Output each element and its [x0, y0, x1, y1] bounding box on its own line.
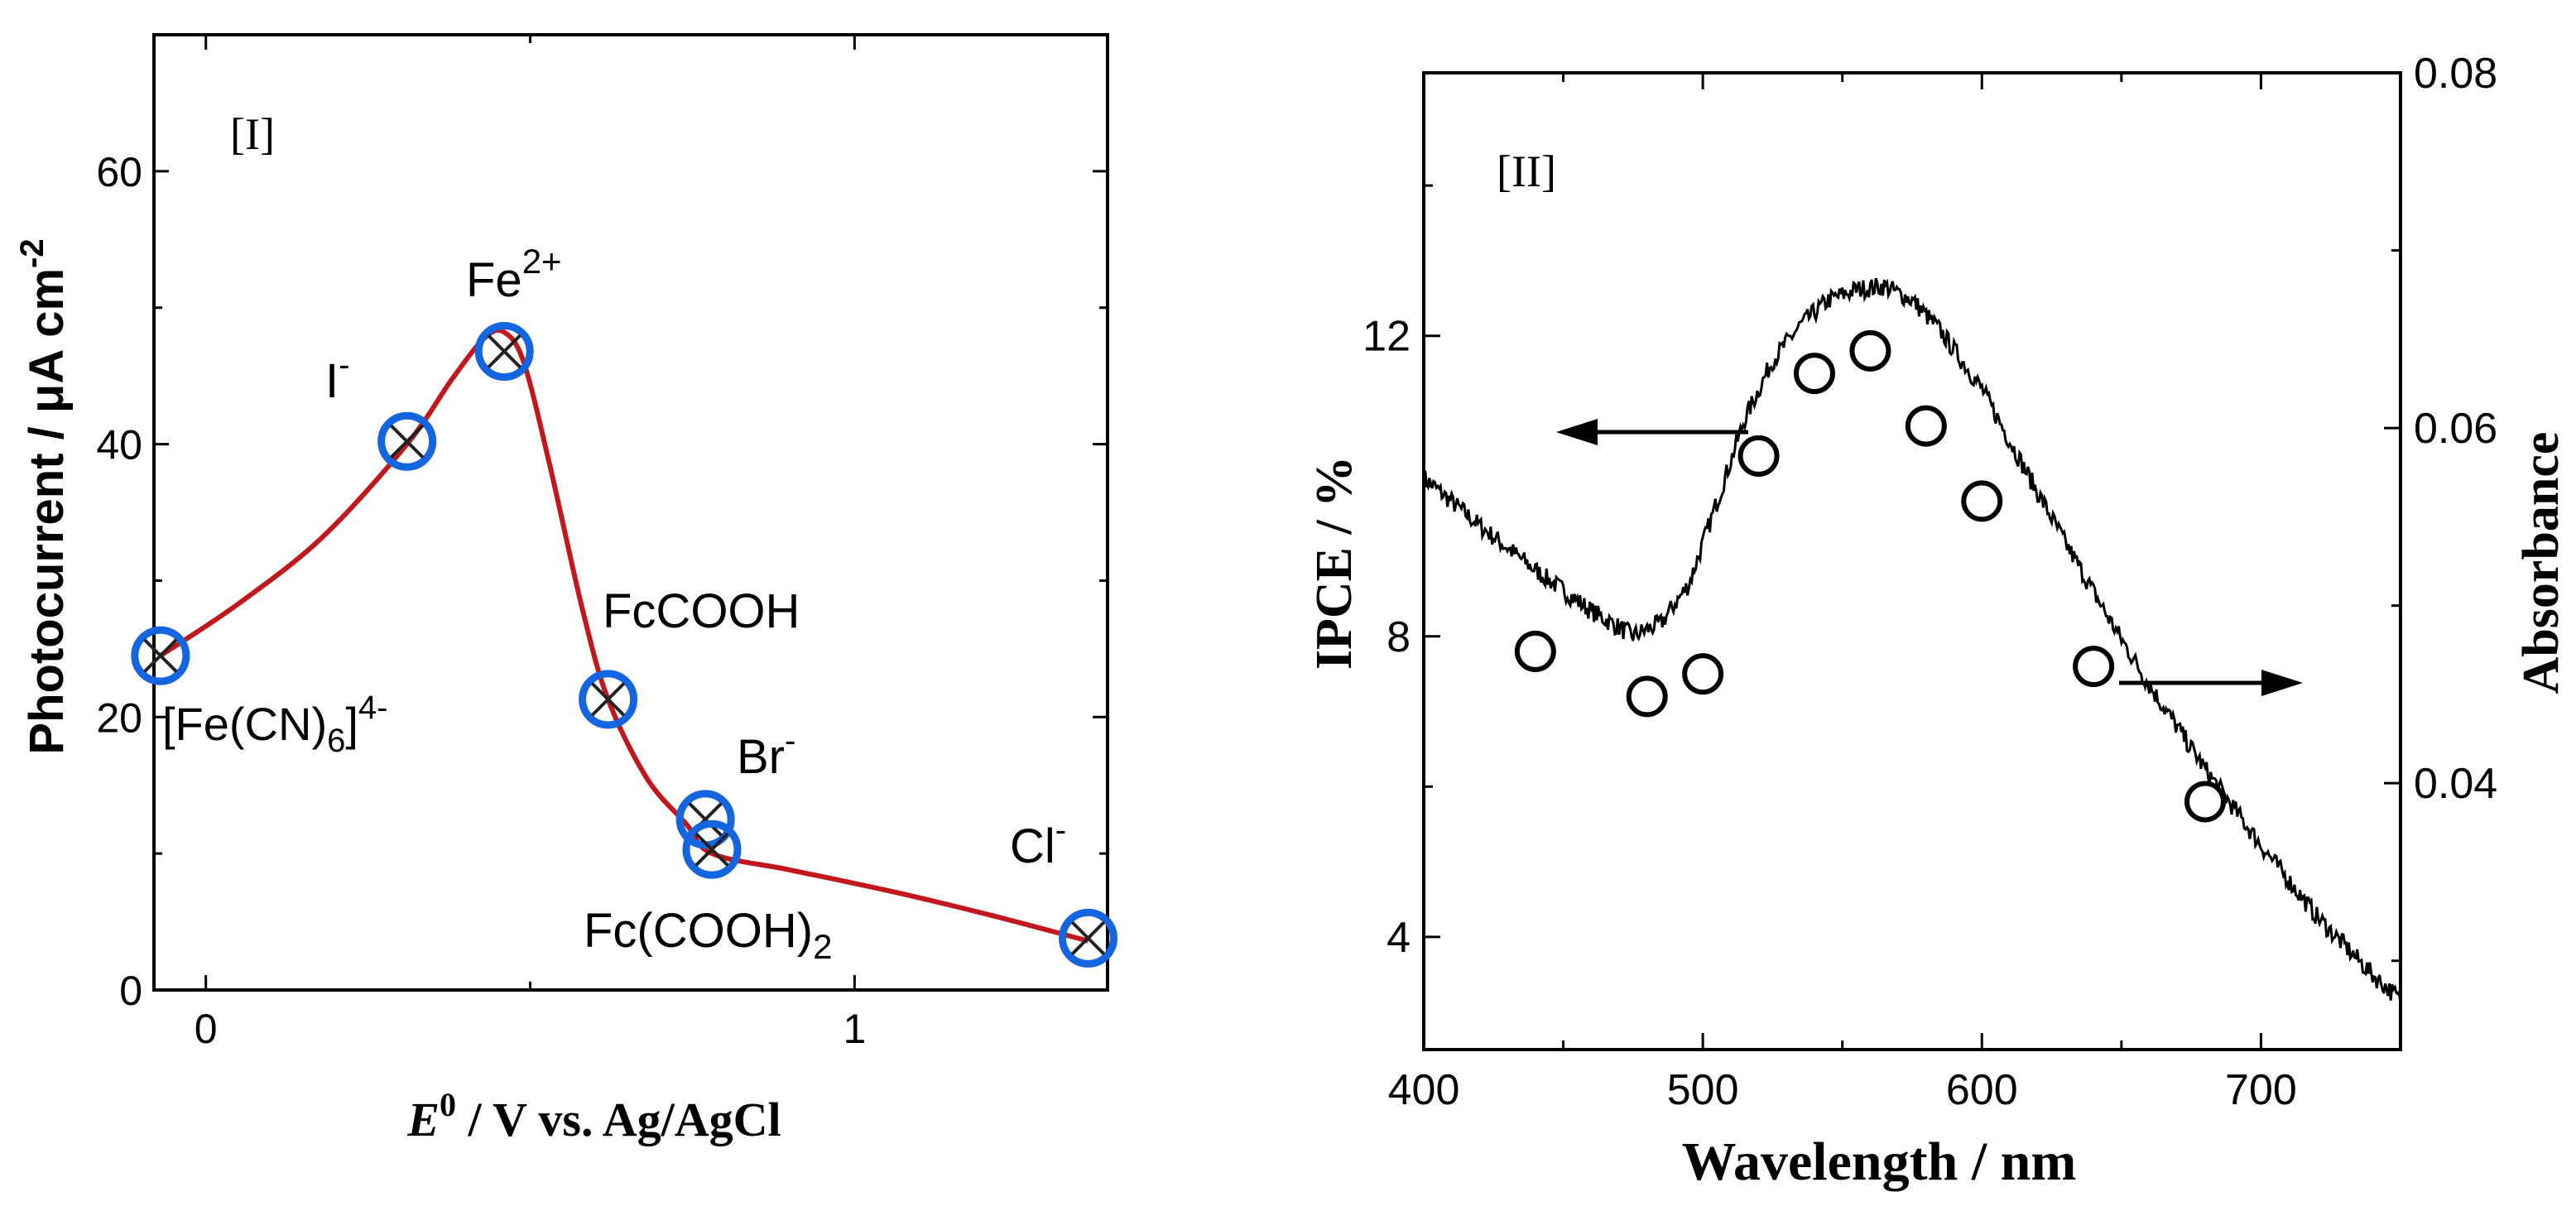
panel-1-ytick-label: 60	[96, 149, 142, 195]
panel-1-xtick-label: 1	[843, 1006, 866, 1052]
label-fe2: Fe2+	[466, 242, 562, 307]
ipce-point	[1682, 653, 1724, 695]
panel-2-plot-frame	[1422, 71, 2402, 1051]
panel-1-ylabel: Photocurrent / μA cm-2	[14, 238, 74, 754]
panel-1-marker	[474, 321, 534, 381]
panel-2-ytick-right-label: 0.08	[2414, 50, 2497, 98]
panel-1-marker	[131, 626, 190, 685]
panel-2-ytick-right-label: 0.04	[2414, 760, 2497, 808]
label-chloride: Cl-	[1010, 812, 1066, 873]
ipce-point	[1514, 630, 1556, 672]
right-arrow-absorbance	[2119, 670, 2303, 696]
ipce-point	[1794, 353, 1835, 395]
panel-2-xtick-label: 500	[1667, 1066, 1739, 1114]
label-iodide: I-	[325, 347, 349, 408]
ipce-point	[2073, 646, 2115, 688]
panel-1-ytick-label: 0	[119, 968, 142, 1014]
panel-2-xtick-label: 700	[2225, 1066, 2297, 1114]
label-fccooh: FcCOOH	[603, 584, 800, 638]
panel-2-xtick-label: 400	[1388, 1066, 1460, 1114]
panel-1-xlabel: E0 / V vs. Ag/AgCl	[406, 1086, 781, 1146]
panel-2: 400 500 600 700 4 8 12 0.04 0.06 0.08 [II] IPCE /…	[1306, 50, 2569, 1192]
panel-1-marker	[579, 670, 638, 729]
panel-2-ytick-left-label: 8	[1387, 613, 1411, 661]
left-arrow-ipce	[1556, 419, 1748, 445]
panel-2-xlabel: Wavelength / nm	[1682, 1132, 2077, 1192]
panel-1-xtick-label: 0	[195, 1006, 218, 1052]
panel-1-ytick-label: 40	[96, 422, 142, 469]
panel-1-plot-frame	[152, 33, 1109, 992]
panel-1-label: [I]	[230, 109, 275, 159]
panel-1: 0 20 40 60 0 1 [I] [Fe(CN)6]4- I- Fe2+ FcCOOH…	[14, 33, 1117, 1146]
panel-2-xtick-label: 600	[1946, 1066, 2018, 1114]
panel-1-marker	[377, 411, 437, 471]
panel-2-ytick-left-label: 4	[1387, 914, 1411, 962]
absorbance-spectrum-line	[1422, 277, 2402, 1005]
panel-1-ytick-label: 20	[96, 694, 142, 741]
panel-2-ytick-left-label: 12	[1362, 313, 1411, 361]
panel-2-ylabel-right: Absorbance	[2513, 432, 2569, 694]
ipce-point	[1626, 675, 1668, 718]
label-fccooh2: Fc(COOH)2	[584, 904, 832, 966]
ipce-point	[2184, 781, 2226, 823]
ipce-point	[1737, 435, 1780, 477]
panel-2-ytick-right-label: 0.06	[2414, 405, 2497, 453]
ipce-point	[1905, 405, 1947, 447]
label-fecn6: [Fe(CN)6]4-	[162, 690, 387, 759]
ipce-point	[1961, 480, 2003, 522]
panel-1-marker	[1058, 908, 1117, 968]
panel-1-fit-curve	[159, 327, 1089, 944]
ipce-point	[1849, 329, 1891, 372]
panel-2-label: [II]	[1497, 147, 1556, 196]
panel-2-ylabel-left: IPCE / %	[1306, 456, 1362, 670]
panel-1-marker	[682, 819, 742, 879]
label-bromide: Br-	[737, 723, 795, 784]
